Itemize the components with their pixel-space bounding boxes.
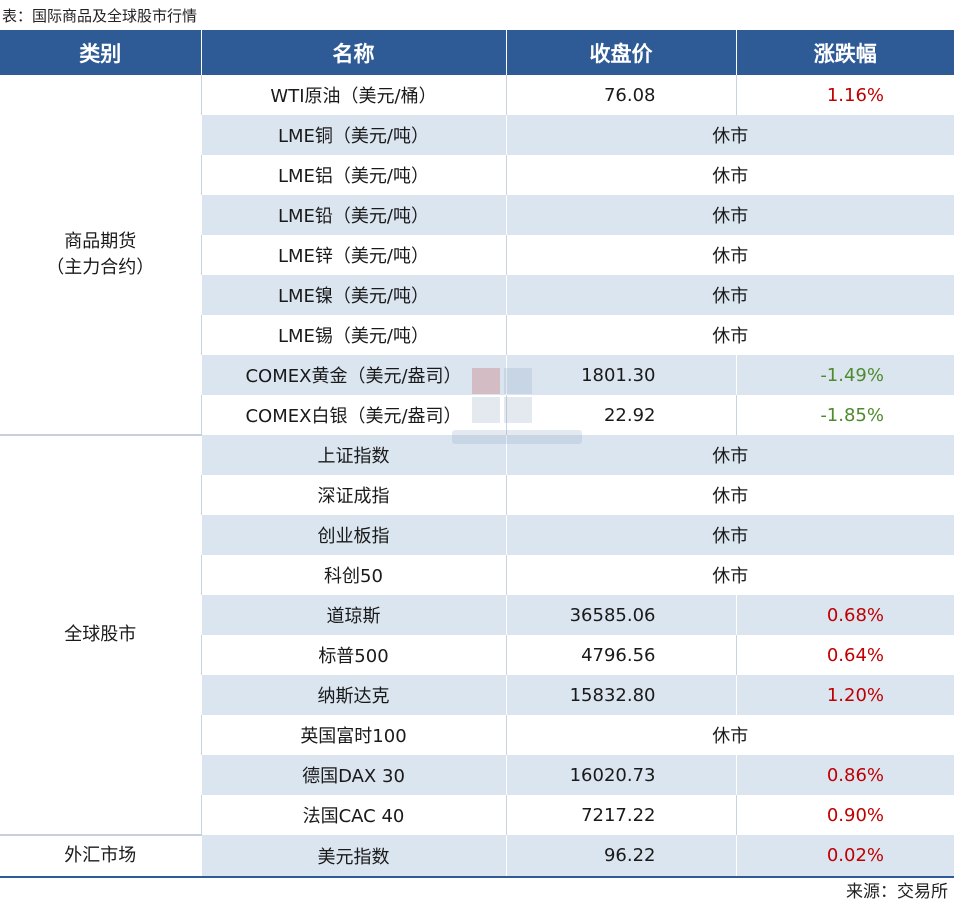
close-price: 76.08 [505,75,736,115]
instrument-name: 德国DAX 30 [200,755,506,795]
table-row: 法国CAC 40 7217.22 0.90% [0,795,954,835]
table-row: 德国DAX 30 16020.73 0.86% [0,755,954,795]
table-row: 外汇市场 美元指数 96.22 0.02% [0,835,954,878]
table-row: COMEX白银（美元/盎司） 22.92 -1.85% [0,395,954,435]
market-closed-cell: 休市 [505,555,954,595]
instrument-name: 纳斯达克 [200,675,506,715]
instrument-name: LME锌（美元/吨） [200,235,506,275]
table-row: 科创50 休市 [0,555,954,595]
table-row: 纳斯达克 15832.80 1.20% [0,675,954,715]
change-pct: -1.49% [735,355,954,395]
change-pct: 1.16% [735,75,954,115]
instrument-name: COMEX白银（美元/盎司） [200,395,506,435]
change-pct: 0.90% [735,795,954,835]
table-caption: 表：国际商品及全球股市行情 [2,7,198,25]
close-price: 16020.73 [505,755,736,795]
market-closed-cell: 休市 [505,115,954,155]
table-row: LME铜（美元/吨） 休市 [0,115,954,155]
category-cell: 外汇市场 [0,835,201,878]
close-price: 22.92 [505,395,736,435]
instrument-name: LME镍（美元/吨） [200,275,506,315]
close-price: 1801.30 [505,355,736,395]
table-row: LME铅（美元/吨） 休市 [0,195,954,235]
market-closed-cell: 休市 [505,475,954,515]
header-close-price: 收盘价 [505,30,736,75]
instrument-name: 上证指数 [200,435,506,475]
instrument-name: 英国富时100 [200,715,506,755]
table-row: COMEX黄金（美元/盎司） 1801.30 -1.49% [0,355,954,395]
change-pct: 0.86% [735,755,954,795]
table-row: 标普500 4796.56 0.64% [0,635,954,675]
market-table: 类别 名称 收盘价 涨跌幅 商品期货 （主力合约） WTI原油（美元/桶） 76.0… [0,30,954,878]
table-row: LME铝（美元/吨） 休市 [0,155,954,195]
instrument-name: LME铜（美元/吨） [200,115,506,155]
close-price: 4796.56 [505,635,736,675]
close-price: 15832.80 [505,675,736,715]
market-closed-cell: 休市 [505,275,954,315]
category-cell: 商品期货 （主力合约） [0,75,201,436]
market-closed-cell: 休市 [505,155,954,195]
source-note: 来源：交易所 [846,882,948,902]
header-change-pct: 涨跌幅 [735,30,954,75]
instrument-name: 创业板指 [200,515,506,555]
instrument-name: WTI原油（美元/桶） [200,75,506,115]
market-closed-cell: 休市 [505,235,954,275]
table-row: 深证成指 休市 [0,475,954,515]
market-closed-cell: 休市 [505,195,954,235]
table-row: LME锌（美元/吨） 休市 [0,235,954,275]
change-pct: 0.02% [735,835,954,878]
table-row: LME镍（美元/吨） 休市 [0,275,954,315]
change-pct: -1.85% [735,395,954,435]
category-cell: 全球股市 [0,435,201,836]
instrument-name: 美元指数 [200,835,506,878]
market-closed-cell: 休市 [505,315,954,355]
instrument-name: LME铝（美元/吨） [200,155,506,195]
header-category: 类别 [0,30,201,75]
instrument-name: LME铅（美元/吨） [200,195,506,235]
instrument-name: 标普500 [200,635,506,675]
table-row: 英国富时100 休市 [0,715,954,755]
instrument-name: 道琼斯 [200,595,506,635]
table-row: 商品期货 （主力合约） WTI原油（美元/桶） 76.08 1.16% [0,75,954,436]
close-price: 96.22 [505,835,736,878]
table-row: 全球股市 上证指数 休市 [0,435,954,836]
close-price: 36585.06 [505,595,736,635]
header-row: 类别 名称 收盘价 涨跌幅 [0,30,954,75]
market-closed-cell: 休市 [505,715,954,755]
instrument-name: LME锡（美元/吨） [200,315,506,355]
instrument-name: 科创50 [200,555,506,595]
change-pct: 0.68% [735,595,954,635]
table-row: LME锡（美元/吨） 休市 [0,315,954,355]
change-pct: 1.20% [735,675,954,715]
change-pct: 0.64% [735,635,954,675]
instrument-name: 法国CAC 40 [200,795,506,835]
header-name: 名称 [200,30,506,75]
table-row: 创业板指 休市 [0,515,954,555]
instrument-name: COMEX黄金（美元/盎司） [200,355,506,395]
market-closed-cell: 休市 [505,435,954,475]
close-price: 7217.22 [505,795,736,835]
instrument-name: 深证成指 [200,475,506,515]
table-row: 道琼斯 36585.06 0.68% [0,595,954,635]
table-body: 商品期货 （主力合约） WTI原油（美元/桶） 76.08 1.16% LME铜（美元/… [0,75,954,878]
market-closed-cell: 休市 [505,515,954,555]
